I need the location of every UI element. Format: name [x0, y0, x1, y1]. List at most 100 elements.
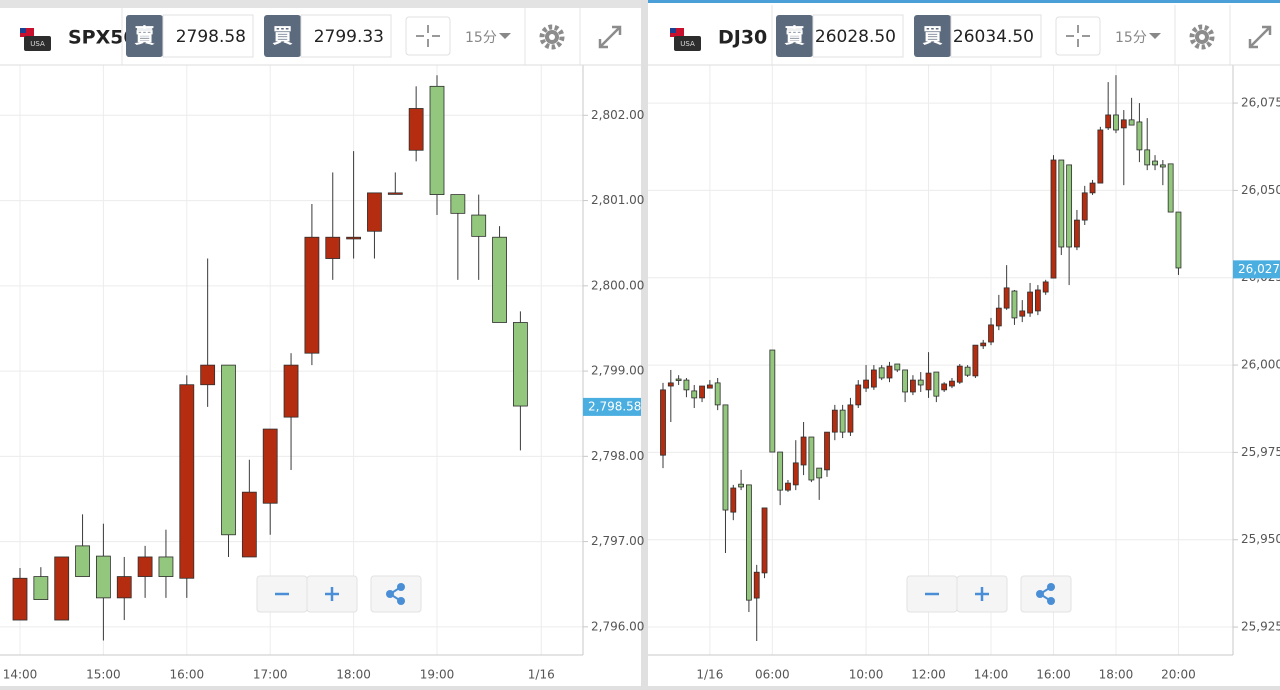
buy-price-box[interactable] [950, 14, 1042, 58]
candle-body [1066, 164, 1073, 248]
panel-divider [641, 0, 648, 690]
candle-body [513, 322, 528, 407]
sell-price-box[interactable] [812, 14, 904, 58]
candle-body [847, 404, 854, 433]
settings-icon[interactable] [1199, 34, 1205, 40]
candle-body [1175, 211, 1182, 269]
candle-body [12, 577, 28, 621]
settings-icon[interactable] [539, 24, 565, 50]
x-tick-label: 1/16 [528, 668, 555, 682]
candle-body [492, 236, 507, 323]
candle-body [956, 365, 963, 383]
sell-label[interactable]: 賣 [135, 24, 156, 48]
candle-body [855, 384, 862, 406]
candle-body [941, 383, 948, 391]
candle-body [933, 371, 940, 397]
expand-icon[interactable] [1248, 25, 1272, 49]
y-tick-label: 25,925 [1241, 620, 1280, 634]
buy-button[interactable] [264, 15, 301, 57]
candle-body [949, 380, 955, 387]
flag [670, 28, 684, 37]
sell-price[interactable]: 26028.50 [815, 27, 896, 47]
candle-body [241, 491, 257, 558]
candle-body [800, 436, 807, 466]
candle-body [769, 349, 776, 453]
candle-body [925, 372, 932, 391]
share-icon [1047, 597, 1055, 605]
candle-body [33, 576, 49, 600]
flag-canton [20, 28, 26, 33]
candle-body [886, 365, 893, 379]
buy-label[interactable]: 買 [273, 24, 293, 48]
sell-button[interactable] [776, 15, 813, 57]
candle-body [714, 382, 721, 406]
candle-body [158, 556, 174, 577]
x-tick-label: 15:00 [86, 668, 121, 682]
share-button[interactable] [370, 575, 422, 613]
last-price-label: 2,798.58 [588, 399, 641, 413]
candle-body [346, 236, 362, 240]
x-tick-label: 16:00 [170, 668, 205, 682]
candle-body [964, 366, 971, 376]
x-tick-label: 18:00 [1099, 668, 1134, 682]
y-tick-label: 26,050 [1241, 183, 1280, 197]
candle-body [1019, 310, 1026, 317]
candle-body [1105, 114, 1112, 129]
y-tick-label: 2,798.00 [591, 449, 644, 463]
candle-body [325, 236, 341, 259]
sell-label[interactable]: 賣 [785, 24, 806, 48]
x-tick-label: 16:00 [1036, 668, 1071, 682]
flag [20, 28, 34, 37]
candle-body [1034, 289, 1041, 312]
y-tick-label: 2,799.00 [591, 364, 644, 378]
y-tick-label: 25,950 [1241, 532, 1280, 546]
expand-icon[interactable] [598, 25, 622, 49]
x-tick-label: 1/16 [696, 668, 723, 682]
buy-price[interactable]: 2799.33 [314, 27, 384, 47]
candle-body [808, 436, 815, 481]
sell-button[interactable] [126, 15, 163, 57]
settings-icon[interactable] [549, 34, 555, 40]
share-icon [397, 597, 405, 605]
candle-body [691, 390, 698, 399]
candle-body [683, 379, 690, 391]
candle-body [54, 556, 70, 621]
share-icon [386, 590, 394, 598]
candle-body [1003, 287, 1010, 309]
interval[interactable]: 15分 [1115, 30, 1147, 46]
candle-body [1042, 281, 1049, 293]
candle-body [995, 307, 1002, 327]
settings-icon[interactable] [1189, 24, 1215, 50]
crosshair-button[interactable] [405, 16, 451, 56]
candle-body [738, 483, 744, 488]
share-icon [1047, 583, 1055, 591]
x-tick-label: 06:00 [755, 668, 790, 682]
share-icon [397, 583, 405, 591]
y-tick-label: 2,800.00 [591, 278, 644, 292]
buy-price-box[interactable] [300, 14, 392, 58]
candle-body [816, 467, 823, 479]
interval-caret [499, 33, 511, 39]
candle-body [262, 428, 278, 504]
share-button[interactable] [1020, 575, 1072, 613]
candle-body [792, 462, 799, 486]
interval[interactable]: 15分 [465, 30, 497, 46]
buy-button[interactable] [914, 15, 951, 57]
candle-body [200, 364, 216, 386]
candle-body [722, 404, 729, 511]
buy-price[interactable]: 26034.50 [953, 27, 1034, 47]
buy-label[interactable]: 買 [923, 24, 943, 48]
candle-body [972, 344, 979, 377]
flag-canton [670, 28, 676, 33]
last-price-label: 26,027 [1238, 262, 1280, 276]
candle-body [471, 214, 487, 237]
candle-body [917, 379, 924, 386]
candle-body [450, 194, 466, 214]
sell-price[interactable]: 2798.58 [176, 27, 246, 47]
candle-body [706, 384, 713, 389]
candle-body [1058, 159, 1065, 248]
candle-body [137, 556, 153, 577]
candle-body [1074, 219, 1080, 248]
crosshair-button[interactable] [1055, 16, 1101, 56]
sell-price-box[interactable] [162, 14, 254, 58]
